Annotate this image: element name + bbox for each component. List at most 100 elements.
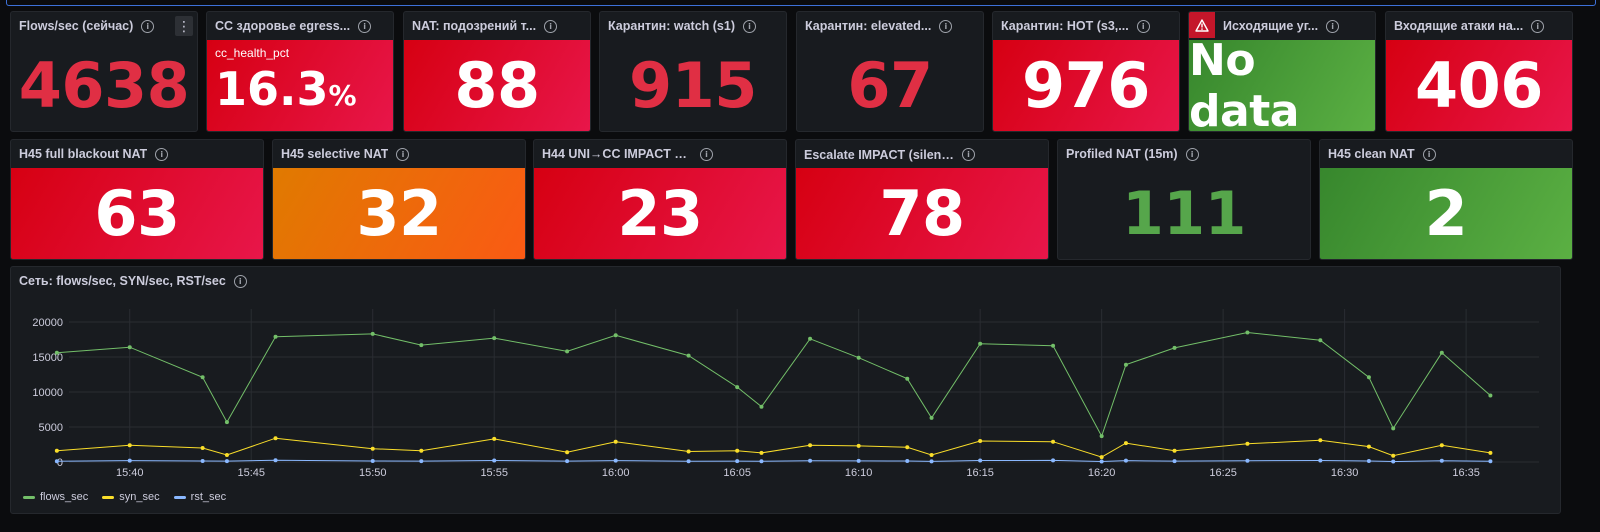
chart-legend: flows_sec syn_sec rst_sec: [23, 491, 226, 503]
data-point-rst_sec: [1099, 459, 1104, 464]
info-icon[interactable]: i: [396, 147, 410, 161]
data-point-rst_sec: [1123, 458, 1128, 463]
data-point-syn_sec: [1245, 441, 1250, 446]
info-icon[interactable]: i: [939, 19, 953, 33]
data-point-rst_sec: [856, 458, 861, 463]
data-point-syn_sec: [759, 450, 764, 455]
panel-title: NAT: подозрений т...: [412, 19, 537, 33]
legend-item-syn_sec[interactable]: syn_sec: [102, 491, 160, 503]
data-point-rst_sec: [419, 459, 424, 464]
data-point-syn_sec: [613, 439, 618, 444]
panel-title: Flows/sec (сейчас): [19, 19, 134, 33]
stat-background: No data: [1189, 35, 1375, 131]
legend-swatch: [173, 495, 186, 499]
stat-panel-row1-4[interactable]: Карантин: watch (s1) i 915: [599, 11, 787, 132]
info-icon[interactable]: i: [962, 147, 975, 161]
y-tick-label: 20000: [32, 317, 63, 329]
panel-header: H45 full blackout NAT i: [11, 140, 263, 168]
data-point-syn_sec: [1391, 453, 1396, 458]
data-point-rst_sec: [565, 459, 570, 464]
panel-title: Profiled NAT (15m): [1066, 147, 1178, 161]
stat-panel-row1-8[interactable]: Входящие атаки на... i 406: [1385, 11, 1573, 132]
stat-value: 2: [1424, 177, 1468, 250]
panel-title: Карантин: elevated...: [805, 19, 932, 33]
data-point-flows_sec: [905, 376, 910, 381]
x-tick-label: 16:20: [1088, 467, 1116, 479]
stat-panel-row2-1[interactable]: H45 full blackout NAT i 63: [10, 139, 264, 260]
data-point-flows_sec: [735, 385, 740, 390]
stat-background: 88: [404, 40, 590, 131]
stat-background: 63: [11, 168, 263, 259]
stat-value: 976: [1022, 49, 1150, 122]
stat-panel-row2-2[interactable]: H45 selective NAT i 32: [272, 139, 526, 260]
info-icon[interactable]: i: [1136, 19, 1150, 33]
stat-value: 23: [617, 177, 703, 250]
line-chart[interactable]: 0 5000 10000 15000 20000 15:40 15:45 15:50 15:55…: [11, 267, 1561, 514]
stat-panel-row1-2[interactable]: CC здоровье egress... i cc_health_pct 16.3%: [206, 11, 394, 132]
info-icon[interactable]: i: [1185, 147, 1199, 161]
x-tick-label: 15:45: [237, 467, 265, 479]
stat-unit: %: [328, 79, 357, 112]
data-point-syn_sec: [419, 448, 424, 453]
data-point-syn_sec: [808, 443, 813, 448]
data-point-flows_sec: [759, 404, 764, 409]
legend-item-flows_sec[interactable]: flows_sec: [23, 491, 88, 503]
info-icon[interactable]: i: [1326, 19, 1340, 33]
data-point-flows_sec: [1245, 330, 1250, 335]
data-point-syn_sec: [1051, 439, 1056, 444]
warning-icon[interactable]: [1189, 12, 1215, 38]
stat-panel-row2-4[interactable]: Escalate IMPACT (silent∧...) i 78: [795, 139, 1049, 260]
stat-background: 32: [273, 168, 525, 259]
stat-panel-row2-6[interactable]: H45 clean NAT i 2: [1319, 139, 1573, 260]
data-point-flows_sec: [1488, 393, 1493, 398]
data-point-rst_sec: [686, 459, 691, 464]
info-icon[interactable]: i: [358, 19, 372, 33]
stat-panel-row2-5[interactable]: Profiled NAT (15m) i 111: [1057, 139, 1311, 260]
data-point-flows_sec: [1051, 343, 1056, 348]
stat-number: 16.3: [215, 62, 329, 116]
info-icon[interactable]: i: [1422, 147, 1436, 161]
data-point-syn_sec: [686, 449, 691, 454]
panel-header: Сеть: flows/sec, SYN/sec, RST/sec i: [11, 267, 1560, 295]
panel-title: Карантин: watch (s1): [608, 19, 735, 33]
data-point-flows_sec: [613, 333, 618, 338]
data-point-flows_sec: [565, 349, 570, 354]
info-icon[interactable]: i: [141, 19, 155, 33]
x-tick-label: 15:50: [359, 467, 387, 479]
panel-title: Входящие атаки на...: [1394, 19, 1524, 33]
stat-background: 2: [1320, 168, 1572, 259]
info-icon[interactable]: i: [700, 147, 713, 161]
legend-item-rst_sec[interactable]: rst_sec: [173, 491, 226, 503]
stat-panel-row1-7[interactable]: Исходящие уг... i No data: [1188, 11, 1376, 132]
y-tick-label: 10000: [32, 387, 63, 399]
panel-header: H44 UNI→CC IMPACT NAT i: [534, 140, 786, 168]
panel-title: Escalate IMPACT (silent∧...): [804, 147, 954, 162]
panel-title: H44 UNI→CC IMPACT NAT: [542, 147, 692, 161]
data-point-rst_sec: [370, 458, 375, 463]
stat-panel-row1-3[interactable]: NAT: подозрений т... i 88: [403, 11, 591, 132]
data-point-rst_sec: [929, 459, 934, 464]
x-tick-label: 16:15: [966, 467, 994, 479]
y-tick-label: 5000: [39, 422, 63, 434]
stat-panel-row2-3[interactable]: H44 UNI→CC IMPACT NAT i 23: [533, 139, 787, 260]
panel-menu-icon[interactable]: ⋮: [175, 16, 193, 36]
x-tick-label: 15:55: [480, 467, 508, 479]
data-point-syn_sec: [492, 436, 497, 441]
stat-background: 78: [796, 168, 1048, 259]
info-icon[interactable]: i: [743, 19, 756, 33]
panel-header: Карантин: watch (s1) i: [600, 12, 786, 40]
data-point-flows_sec: [1391, 426, 1396, 431]
info-icon[interactable]: i: [155, 147, 169, 161]
stat-value: 63: [94, 177, 180, 250]
data-point-syn_sec: [1099, 455, 1104, 460]
stat-panel-row1-1[interactable]: Flows/sec (сейчас) i ⋮ 4638: [10, 11, 198, 132]
info-icon[interactable]: i: [233, 274, 247, 288]
stat-value: 4638: [18, 49, 190, 122]
stat-panel-row1-6[interactable]: Карантин: HOT (s3,... i 976: [992, 11, 1180, 132]
info-icon[interactable]: i: [544, 19, 558, 33]
info-icon[interactable]: i: [1531, 19, 1545, 33]
stat-panel-row1-5[interactable]: Карантин: elevated... i 67: [796, 11, 984, 132]
data-point-syn_sec: [1366, 444, 1371, 449]
stat-value: 88: [454, 49, 540, 122]
data-point-flows_sec: [273, 334, 278, 339]
